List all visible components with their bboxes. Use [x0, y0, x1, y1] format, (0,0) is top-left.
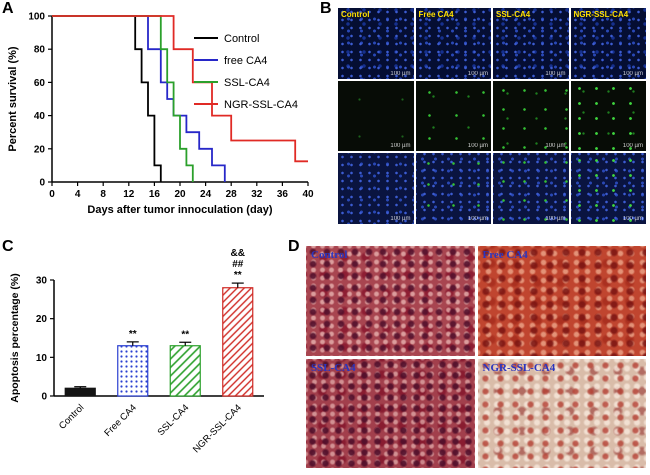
micrograph-tunel-freeca4: 100 µm: [415, 80, 491, 152]
svg-text:10: 10: [36, 353, 48, 364]
svg-text:Percent survival (%): Percent survival (%): [7, 46, 19, 151]
scale-bar-text: 100 µm: [390, 143, 411, 150]
svg-text:0: 0: [49, 189, 55, 200]
svg-text:4: 4: [75, 189, 81, 200]
panel-a-letter: A: [2, 0, 14, 17]
micrograph-merge-control: 100 µm: [338, 153, 414, 224]
svg-text:40: 40: [302, 189, 314, 200]
svg-text:20: 20: [36, 314, 48, 325]
micrograph-column-label: Control: [341, 10, 370, 19]
svg-text:Apoptosis percentage (%): Apoptosis percentage (%): [9, 273, 21, 403]
svg-text:Days after tumor innoculation: Days after tumor innoculation (day): [87, 204, 273, 216]
survival-chart: 0 20 40 60 80 100 0 4 8 12 16 20 24 28 32 36 40 Days afte…: [7, 12, 314, 217]
micrograph-dapi-control: Control 100 µm: [338, 8, 414, 79]
micrograph-column-label: NGR-SSL-CA4: [573, 10, 629, 19]
svg-text:24: 24: [200, 189, 212, 200]
scale-bar-text: 100 µm: [622, 143, 643, 150]
panel-d-letter: D: [288, 238, 300, 255]
histology-label: Free CA4: [482, 249, 528, 261]
scale-bar-text: 100 µm: [467, 215, 488, 222]
svg-text:Control: Control: [57, 402, 86, 431]
scale-bar-text: 100 µm: [545, 215, 566, 222]
svg-text:8: 8: [100, 189, 106, 200]
histology-control: Control: [306, 246, 475, 356]
scale-bar-text: 100 µm: [390, 215, 411, 222]
svg-text:SSL-CA4: SSL-CA4: [224, 77, 270, 89]
micrograph-dapi-sslca4: SSL-CA4 100 µm: [493, 8, 569, 79]
panel-c-letter: C: [2, 238, 14, 255]
svg-text:free CA4: free CA4: [224, 55, 267, 67]
histology-sslca4: SSL-CA4: [306, 358, 475, 468]
svg-text:28: 28: [226, 189, 238, 200]
svg-text:40: 40: [34, 111, 46, 122]
svg-text:Free CA4: Free CA4: [102, 402, 139, 439]
scale-bar-text: 100 µm: [467, 70, 488, 77]
apoptosis-panel: 0 10 20 30 Control ** Free CA4 ** SSL-CA4 ** ## && N…: [4, 244, 296, 474]
svg-text:16: 16: [149, 189, 161, 200]
micrograph-merge-sslca4: 100 µm: [493, 153, 569, 224]
svg-text:100: 100: [28, 12, 45, 23]
svg-text:**: **: [234, 270, 242, 281]
micrograph-tunel-ngrsslca4: 100 µm: [570, 80, 646, 152]
micrograph-merge-ngrsslca4: 100 µm: [570, 153, 646, 224]
micrograph-merge-freeca4: 100 µm: [415, 153, 491, 224]
micrograph-tunel-control: 100 µm: [338, 80, 414, 152]
svg-text:36: 36: [277, 189, 289, 200]
micrograph-dapi-freeca4: Free CA4 100 µm: [415, 8, 491, 79]
micrograph-dapi-ngrsslca4: NGR-SSL-CA4 100 µm: [570, 8, 646, 79]
micrograph-column-label: Free CA4: [418, 10, 454, 19]
micrograph-tunel-sslca4: 100 µm: [493, 80, 569, 152]
scale-bar-text: 100 µm: [622, 215, 643, 222]
scale-bar-text: 100 µm: [545, 143, 566, 150]
svg-text:NGR-SSL-CA4: NGR-SSL-CA4: [224, 99, 298, 111]
svg-text:0: 0: [39, 178, 45, 189]
histology-label: NGR-SSL-CA4: [482, 361, 556, 374]
svg-text:32: 32: [251, 189, 263, 200]
svg-text:**: **: [129, 329, 137, 340]
svg-text:SSL-CA4: SSL-CA4: [156, 402, 192, 438]
panel-b-letter: B: [320, 0, 332, 17]
micrograph-column-label: SSL-CA4: [496, 10, 531, 19]
histology-label: Control: [311, 249, 348, 261]
svg-text:20: 20: [34, 144, 46, 155]
scale-bar-text: 100 µm: [467, 143, 488, 150]
svg-text:12: 12: [123, 189, 135, 200]
scale-bar-text: 100 µm: [545, 70, 566, 77]
svg-text:30: 30: [36, 276, 48, 287]
survival-panel: 0 20 40 60 80 100 0 4 8 12 16 20 24 28 32 36 40 Days afte…: [4, 4, 316, 236]
svg-text:##: ##: [232, 259, 244, 270]
svg-text:80: 80: [34, 45, 46, 56]
svg-text:**: **: [181, 329, 189, 340]
histology-label: SSL-CA4: [311, 361, 356, 374]
svg-text:60: 60: [34, 78, 46, 89]
scale-bar-text: 100 µm: [390, 70, 411, 77]
svg-text:20: 20: [174, 189, 186, 200]
micrograph-grid: Control 100 µm Free CA4 100 µm SSL-CA4 1…: [338, 8, 646, 224]
svg-text:Control: Control: [224, 33, 259, 45]
scale-bar-text: 100 µm: [622, 70, 643, 77]
svg-text:&&: &&: [231, 248, 245, 259]
histology-freeca4: Free CA4: [477, 246, 646, 356]
histology-ngrsslca4: NGR-SSL-CA4: [477, 358, 646, 468]
svg-text:NGR-SSL-CA4: NGR-SSL-CA4: [191, 402, 244, 455]
svg-text:0: 0: [41, 392, 47, 403]
histology-grid: Control Free CA4 SSL-CA4 NGR-SSL-CA4: [306, 246, 646, 468]
